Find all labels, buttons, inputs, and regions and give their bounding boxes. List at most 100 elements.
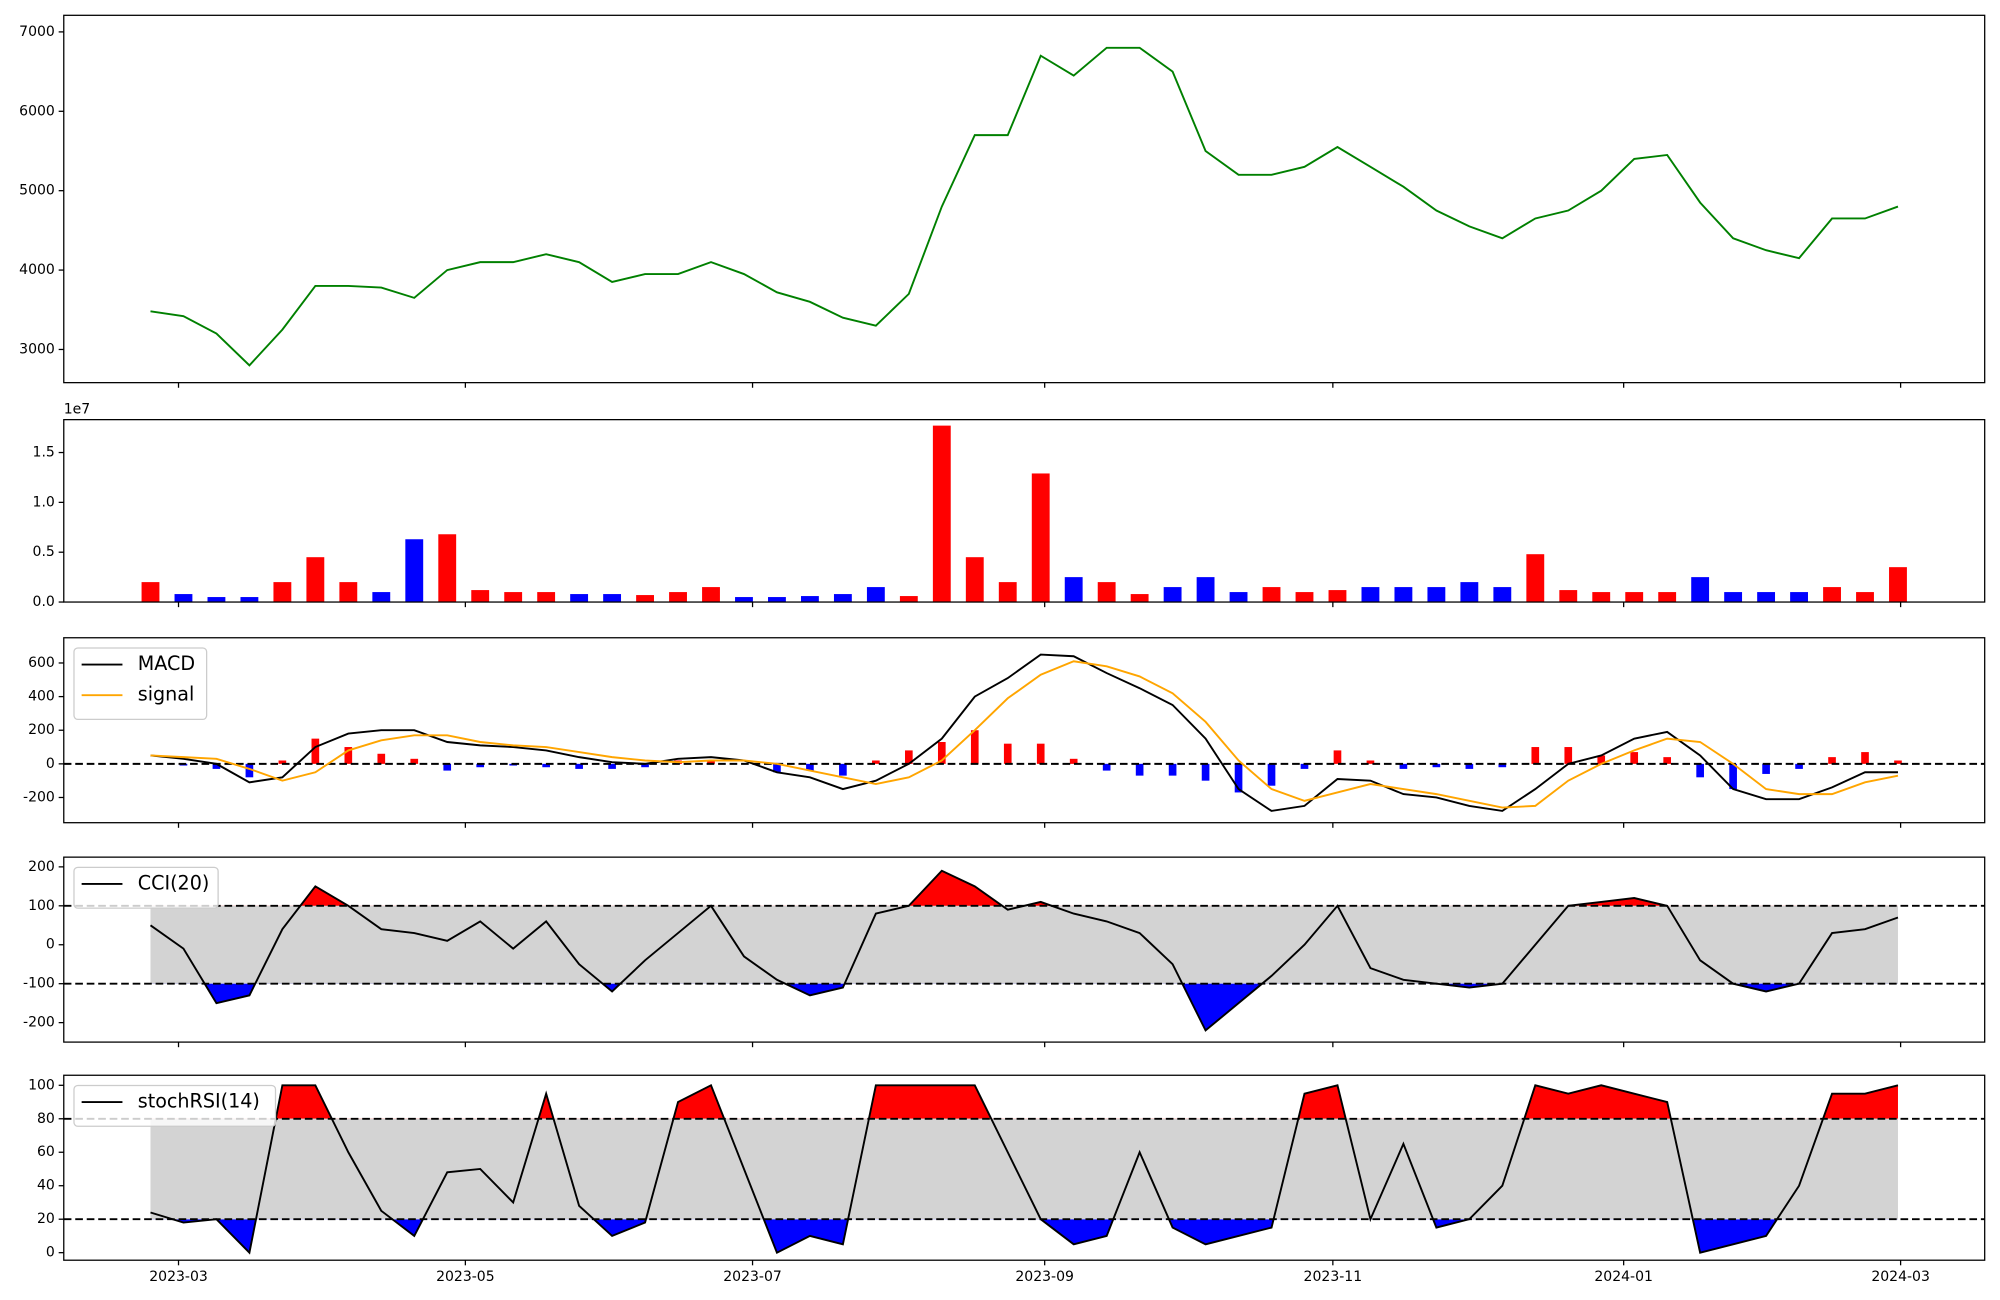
legend-label: signal bbox=[138, 683, 195, 706]
histogram-bar bbox=[1762, 763, 1770, 774]
volume-bar bbox=[1328, 590, 1347, 603]
histogram-bar bbox=[1234, 763, 1243, 793]
overbought-fill bbox=[275, 1085, 1898, 1119]
histogram-bar bbox=[212, 763, 221, 769]
volume-bar bbox=[899, 596, 918, 603]
y-tick-label: 200 bbox=[28, 859, 55, 875]
histogram-bar bbox=[1663, 757, 1672, 764]
volume-bar bbox=[1724, 592, 1743, 603]
volume-bar bbox=[603, 594, 622, 603]
volume-bar bbox=[669, 592, 687, 603]
volume-bar bbox=[998, 582, 1017, 603]
volume-bar bbox=[1031, 473, 1050, 603]
histogram-bar bbox=[245, 763, 254, 778]
histogram-bar bbox=[1366, 760, 1375, 764]
volume-bar bbox=[735, 597, 753, 603]
volume-bar bbox=[1196, 577, 1215, 603]
legend-label: MACD bbox=[138, 652, 195, 675]
y-tick-label: 200 bbox=[28, 722, 55, 738]
indicator-line bbox=[150, 653, 1898, 812]
histogram-bar bbox=[1531, 747, 1540, 764]
neutral-band bbox=[150, 905, 1898, 984]
histogram-bar bbox=[970, 730, 979, 764]
volume-bar bbox=[1823, 587, 1841, 603]
volume-bar bbox=[866, 587, 885, 603]
volume-bar bbox=[1229, 592, 1248, 603]
volume-bar bbox=[1889, 567, 1907, 603]
histogram-bar bbox=[1861, 752, 1869, 764]
volume-bar bbox=[570, 594, 589, 603]
histogram-bar bbox=[1696, 763, 1704, 778]
y-tick-label: 80 bbox=[37, 1111, 55, 1127]
histogram-bar bbox=[1597, 755, 1606, 764]
volume-bar bbox=[504, 592, 523, 603]
y-tick-label: 0.0 bbox=[33, 594, 55, 610]
histogram-bar bbox=[641, 763, 649, 768]
oversold-fill bbox=[150, 1219, 1898, 1253]
volume-bar bbox=[636, 595, 654, 603]
volume-bar bbox=[1394, 587, 1413, 603]
panel: 0.0 0.5 1.0 1.5 1e7 bbox=[33, 401, 1986, 610]
volume-bar bbox=[240, 597, 259, 603]
histogram-bar bbox=[410, 758, 419, 764]
volume-bar bbox=[1559, 590, 1578, 603]
volume-bar bbox=[1361, 587, 1380, 603]
histogram-bar bbox=[1333, 750, 1342, 764]
volume-bar bbox=[372, 592, 391, 603]
legend: MACD signal bbox=[73, 647, 208, 721]
y-tick-label: 0 bbox=[46, 937, 55, 953]
legend: CCI(20) bbox=[73, 866, 219, 909]
histogram-bar bbox=[1498, 763, 1507, 768]
y-tick-label: 20 bbox=[37, 1211, 55, 1227]
histogram-bar bbox=[1168, 763, 1177, 776]
indicator-line bbox=[149, 869, 1899, 1032]
x-tick-label: 2024-03 bbox=[1871, 1269, 1930, 1285]
histogram-bar bbox=[542, 763, 550, 768]
histogram-bar bbox=[773, 763, 781, 773]
x-tick-label: 2023-03 bbox=[149, 1269, 208, 1285]
volume-bar bbox=[965, 557, 984, 603]
histogram-bar bbox=[1828, 757, 1836, 764]
volume-bar bbox=[1460, 582, 1479, 603]
volume-bar bbox=[1691, 577, 1710, 603]
histogram-bar bbox=[1300, 763, 1309, 769]
y-tick-label: 400 bbox=[28, 689, 55, 705]
volume-bar bbox=[174, 594, 193, 603]
price-line bbox=[150, 46, 1899, 367]
y-tick-label: 7000 bbox=[19, 24, 55, 40]
histogram-bar bbox=[443, 763, 452, 771]
y-tick-label: 3000 bbox=[19, 341, 55, 357]
histogram-bar bbox=[1003, 743, 1012, 764]
y-tick-label: 0 bbox=[46, 756, 55, 772]
x-tick-label: 2023-09 bbox=[1015, 1269, 1074, 1285]
y-tick-label: 1.0 bbox=[33, 494, 55, 510]
neutral-band bbox=[150, 1118, 1898, 1220]
y-tick-label: 4000 bbox=[19, 262, 55, 278]
histogram-bar bbox=[839, 763, 847, 776]
volume-bar bbox=[207, 597, 226, 603]
histogram-bar bbox=[1630, 752, 1639, 764]
volume-bar bbox=[537, 592, 556, 603]
x-tick-label: 2023-11 bbox=[1304, 1269, 1363, 1285]
volume-bar bbox=[833, 594, 852, 603]
volume-bar bbox=[1493, 587, 1512, 603]
plot-frame bbox=[63, 856, 1986, 1043]
legend-label: CCI(20) bbox=[138, 871, 210, 894]
volume-bar bbox=[405, 539, 424, 603]
volume-bar bbox=[339, 582, 358, 603]
histogram-bar bbox=[1465, 763, 1474, 769]
overbought-fill bbox=[300, 870, 1668, 906]
volume-bar bbox=[1526, 554, 1545, 603]
legend-box bbox=[73, 866, 219, 909]
y-tick-label: 60 bbox=[37, 1144, 55, 1160]
volume-bar bbox=[1130, 594, 1149, 603]
y-tick-label: 5000 bbox=[19, 183, 55, 199]
volume-bar bbox=[1658, 592, 1677, 603]
histogram-bar bbox=[1069, 758, 1078, 764]
volume-bar bbox=[1625, 592, 1644, 603]
volume-bar bbox=[306, 557, 325, 603]
histogram-bar bbox=[1729, 763, 1737, 790]
volume-bar bbox=[768, 597, 786, 603]
plot-frame bbox=[63, 637, 1986, 824]
x-tick-label: 2024-01 bbox=[1594, 1269, 1653, 1285]
